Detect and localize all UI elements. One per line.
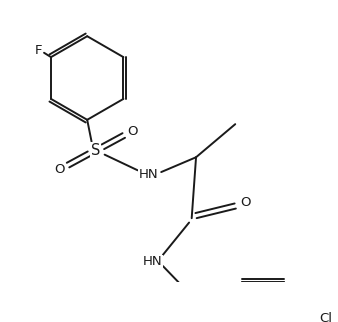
Text: O: O bbox=[127, 125, 138, 137]
Text: Cl: Cl bbox=[319, 312, 332, 322]
Text: HN: HN bbox=[143, 255, 162, 268]
Text: F: F bbox=[35, 44, 43, 57]
Text: O: O bbox=[240, 196, 251, 209]
Text: S: S bbox=[91, 143, 101, 158]
Text: HN: HN bbox=[138, 168, 158, 181]
Text: O: O bbox=[54, 163, 65, 176]
